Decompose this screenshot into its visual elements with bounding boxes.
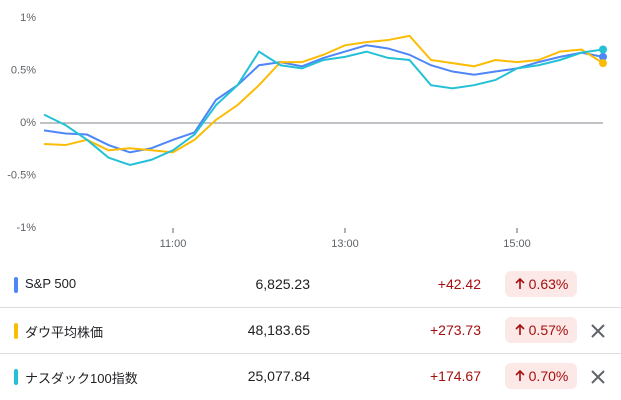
series-swatch xyxy=(14,277,18,293)
series-line xyxy=(43,34,604,154)
series-line xyxy=(43,48,604,167)
percent-chip: 0.57% xyxy=(505,317,577,343)
quote-row: S&P 500 6,825.23 +42.42 0.63% xyxy=(0,262,621,308)
price: 48,183.65 xyxy=(247,322,310,338)
series-line xyxy=(43,44,604,154)
row-divider xyxy=(0,307,621,308)
y-tick-label: 0.5% xyxy=(11,64,36,76)
quote-row: ナスダック100指数 25,077.84 +174.67 0.70% xyxy=(0,354,621,400)
x-tick-label: 13:00 xyxy=(331,238,359,250)
percent: 0.63% xyxy=(528,276,569,292)
end-dot xyxy=(599,45,607,54)
y-tick-label: -1% xyxy=(16,222,36,234)
x-tick-label: 15:00 xyxy=(503,238,531,250)
remove-button[interactable] xyxy=(590,323,606,339)
row-divider xyxy=(0,353,621,354)
x-tick-label: 11:00 xyxy=(160,238,187,250)
price: 25,077.84 xyxy=(247,368,310,384)
end-dot xyxy=(599,52,607,61)
chart: 1% 0.5% 0% -0.5% -1% 11:00 13:00 15:00 xyxy=(7,12,607,250)
price: 6,825.23 xyxy=(255,276,311,292)
percent-chip: 0.63% xyxy=(505,271,577,297)
quote-row: ダウ平均株価 48,183.65 +273.73 0.57% xyxy=(0,308,621,354)
remove-button[interactable] xyxy=(590,369,606,385)
y-tick-label: 1% xyxy=(20,12,36,24)
end-dot xyxy=(599,59,607,68)
series-name: ダウ平均株価 xyxy=(25,325,104,340)
up-arrow xyxy=(515,324,525,335)
series-name: ナスダック100指数 xyxy=(25,371,138,386)
up-arrow xyxy=(515,370,525,381)
series-swatch xyxy=(14,323,18,339)
percent-chip: 0.70% xyxy=(505,363,577,389)
change: +42.42 xyxy=(437,276,481,292)
up-arrow xyxy=(515,278,525,289)
series-name: S&P 500 xyxy=(25,276,77,291)
percent: 0.57% xyxy=(528,322,569,338)
change: +273.73 xyxy=(430,322,481,338)
series-swatch xyxy=(14,369,18,385)
percent: 0.70% xyxy=(528,368,569,384)
y-tick-label: -0.5% xyxy=(7,169,36,181)
y-tick-label: 0% xyxy=(20,117,36,129)
change: +174.67 xyxy=(430,368,481,384)
